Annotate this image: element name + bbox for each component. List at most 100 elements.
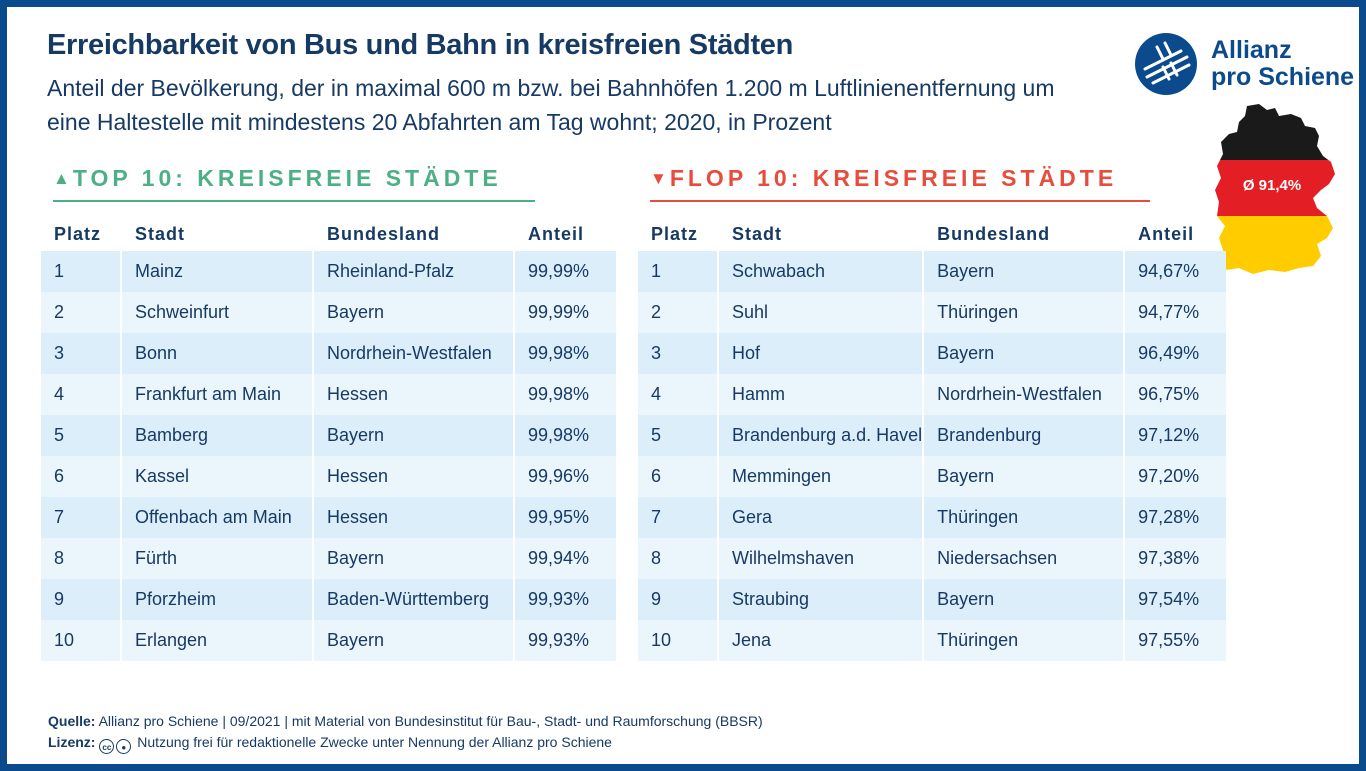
cell-share: 99,95% bbox=[515, 497, 616, 538]
cell-rank: 3 bbox=[638, 333, 719, 374]
page-subtitle: Anteil der Bevölkerung, der in maximal 6… bbox=[47, 75, 1055, 135]
cell-rank: 10 bbox=[638, 620, 719, 661]
source-line: Quelle: Allianz pro Schiene | 09/2021 | … bbox=[48, 713, 763, 729]
cell-share: 99,99% bbox=[515, 251, 616, 292]
table-row: 4 Frankfurt am Main Hessen 99,98% bbox=[41, 374, 616, 415]
cell-share: 97,55% bbox=[1125, 620, 1227, 661]
by-icon: ● bbox=[116, 739, 132, 754]
cell-city: Bamberg bbox=[122, 415, 314, 456]
table-header-row: Platz Stadt Bundesland Anteil bbox=[638, 219, 1226, 251]
table-row: 10 Erlangen Bayern 99,93% bbox=[41, 620, 616, 661]
cell-share: 99,99% bbox=[515, 292, 616, 333]
cell-city: Bonn bbox=[122, 333, 314, 374]
cell-state: Bayern bbox=[314, 292, 515, 333]
cell-state: Nordrhein-Westfalen bbox=[924, 374, 1126, 415]
cell-share: 99,94% bbox=[515, 538, 616, 579]
flop-heading: ▼ FLOP 10: KREISFREIE STÄDTE bbox=[650, 165, 1117, 192]
cell-city: Schwabach bbox=[719, 251, 925, 292]
cell-share: 96,75% bbox=[1125, 374, 1227, 415]
cell-rank: 9 bbox=[638, 579, 719, 620]
cell-rank: 1 bbox=[41, 251, 122, 292]
cell-share: 94,77% bbox=[1125, 292, 1227, 333]
cell-rank: 6 bbox=[638, 456, 719, 497]
cell-rank: 7 bbox=[41, 497, 122, 538]
cell-city: Brandenburg a.d. Havel bbox=[719, 415, 925, 456]
column-header-share: Anteil bbox=[1138, 223, 1195, 244]
table-row: 8 Fürth Bayern 99,94% bbox=[41, 538, 616, 579]
table-header-row: Platz Stadt Bundesland Anteil bbox=[41, 219, 616, 251]
table-row: 2 Schweinfurt Bayern 99,99% bbox=[41, 292, 616, 333]
cell-city: Fürth bbox=[122, 538, 314, 579]
table-row: 7 Offenbach am Main Hessen 99,95% bbox=[41, 497, 616, 538]
cell-share: 99,98% bbox=[515, 374, 616, 415]
cell-state: Thüringen bbox=[924, 497, 1126, 538]
cell-city: Frankfurt am Main bbox=[122, 374, 314, 415]
cell-city: Straubing bbox=[719, 579, 925, 620]
table-row: 8 Wilhelmshaven Niedersachsen 97,38% bbox=[638, 538, 1227, 579]
cell-rank: 10 bbox=[41, 620, 122, 661]
table-row: 6 Kassel Hessen 99,96% bbox=[41, 456, 616, 497]
table-row: 9 Pforzheim Baden-Württemberg 99,93% bbox=[41, 579, 616, 620]
source-label: Quelle: bbox=[48, 713, 96, 729]
flop-heading-underline bbox=[650, 200, 1150, 202]
cell-state: Hessen bbox=[314, 374, 515, 415]
table-row: 1 Mainz Rheinland-Pfalz 99,99% bbox=[41, 251, 616, 292]
up-arrow-icon: ▲ bbox=[53, 169, 70, 188]
table-row: 3 Hof Bayern 96,49% bbox=[638, 333, 1227, 374]
logo-text: Allianz pro Schiene bbox=[1211, 37, 1354, 91]
cell-share: 97,38% bbox=[1125, 538, 1227, 579]
column-header-rank: Platz bbox=[651, 223, 699, 244]
cell-state: Thüringen bbox=[924, 292, 1126, 333]
cell-share: 99,93% bbox=[515, 579, 616, 620]
license-label: Lizenz: bbox=[48, 734, 96, 750]
cell-city: Jena bbox=[719, 620, 925, 661]
cell-share: 99,93% bbox=[515, 620, 616, 661]
cell-state: Hessen bbox=[314, 497, 515, 538]
table-row: 9 Straubing Bayern 97,54% bbox=[638, 579, 1227, 620]
table-row: 6 Memmingen Bayern 97,20% bbox=[638, 456, 1227, 497]
cell-rank: 4 bbox=[41, 374, 122, 415]
flop-heading-text: FLOP 10: KREISFREIE STÄDTE bbox=[669, 165, 1118, 191]
cell-city: Mainz bbox=[122, 251, 314, 292]
cell-state: Baden-Württemberg bbox=[314, 579, 515, 620]
cell-rank: 5 bbox=[638, 415, 719, 456]
cell-share: 99,98% bbox=[515, 415, 616, 456]
top-heading-underline bbox=[53, 200, 535, 202]
table-row: 3 Bonn Nordrhein-Westfalen 99,98% bbox=[41, 333, 616, 374]
germany-flag-map-icon: Ø 91,4% bbox=[1215, 104, 1335, 274]
average-label: Ø 91,4% bbox=[1243, 177, 1301, 194]
cell-rank: 1 bbox=[638, 251, 719, 292]
cell-state: Bayern bbox=[924, 456, 1126, 497]
cell-rank: 3 bbox=[41, 333, 122, 374]
cell-rank: 7 bbox=[638, 497, 719, 538]
top-heading-text: TOP 10: KREISFREIE STÄDTE bbox=[72, 165, 502, 191]
column-header-share: Anteil bbox=[528, 223, 585, 244]
cell-rank: 8 bbox=[638, 538, 719, 579]
cell-city: Wilhelmshaven bbox=[719, 538, 925, 579]
column-header-city: Stadt bbox=[732, 223, 782, 244]
cell-city: Memmingen bbox=[719, 456, 925, 497]
cell-city: Suhl bbox=[719, 292, 925, 333]
cell-state: Nordrhein-Westfalen bbox=[314, 333, 515, 374]
cell-city: Offenbach am Main bbox=[122, 497, 314, 538]
table-row: 5 Brandenburg a.d. Havel Brandenburg 97,12% bbox=[638, 415, 1227, 456]
table-row: 4 Hamm Nordrhein-Westfalen 96,75% bbox=[638, 374, 1227, 415]
cell-rank: 8 bbox=[41, 538, 122, 579]
cell-share: 99,96% bbox=[515, 456, 616, 497]
cell-rank: 6 bbox=[41, 456, 122, 497]
allianz-pro-schiene-logo: Allianz pro Schiene bbox=[1133, 31, 1354, 101]
table-row: 1 Schwabach Bayern 94,67% bbox=[638, 251, 1227, 292]
cell-state: Bayern bbox=[924, 333, 1126, 374]
cell-city: Hof bbox=[719, 333, 925, 374]
flop-table: Platz Stadt Bundesland Anteil 1 Schwabach… bbox=[638, 219, 1227, 661]
cell-rank: 2 bbox=[41, 292, 122, 333]
cell-city: Erlangen bbox=[122, 620, 314, 661]
cell-city: Gera bbox=[719, 497, 925, 538]
cell-state: Bayern bbox=[314, 620, 515, 661]
cell-rank: 4 bbox=[638, 374, 719, 415]
cell-city: Pforzheim bbox=[122, 579, 314, 620]
cell-state: Bayern bbox=[314, 538, 515, 579]
cell-rank: 2 bbox=[638, 292, 719, 333]
license-line: Lizenz: cc ● Nutzung frei für redaktionel… bbox=[48, 734, 612, 754]
